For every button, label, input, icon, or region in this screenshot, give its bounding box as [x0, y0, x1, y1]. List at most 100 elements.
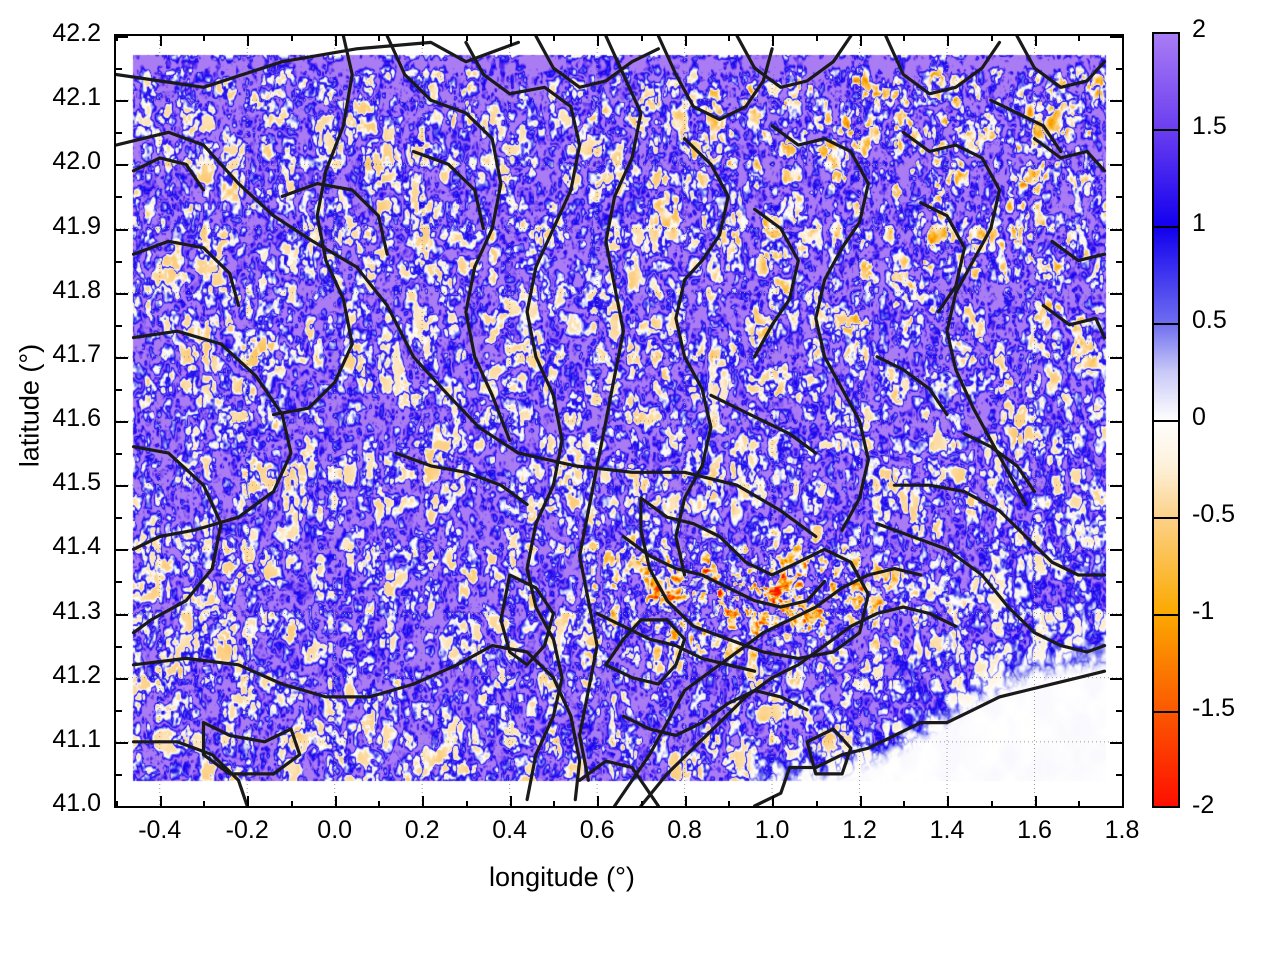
colorbar-segment-divider	[1152, 323, 1180, 325]
y-tick-mark	[115, 164, 128, 167]
x-minor-tick-top	[815, 35, 818, 41]
y-minor-tick	[115, 68, 122, 71]
x-tick-mark-top	[859, 35, 862, 46]
y-minor-tick	[115, 196, 122, 199]
colorbar-tick-label: -0.5	[1192, 500, 1236, 528]
y-tick-mark	[115, 677, 128, 680]
y-tick-mark-right	[1110, 677, 1123, 680]
y-tick-mark	[115, 36, 128, 38]
x-tick-mark	[1122, 796, 1124, 807]
x-tick-label: 0.4	[492, 816, 528, 844]
y-minor-tick-right	[1116, 196, 1123, 199]
colorbar-segment-divider	[1152, 226, 1180, 228]
y-tick-mark-right	[1110, 292, 1123, 295]
x-minor-tick	[990, 801, 993, 807]
x-tick-label: 1.8	[1104, 816, 1140, 844]
y-minor-tick	[115, 260, 122, 263]
y-tick-label: 41.6	[52, 404, 101, 432]
y-tick-label: 41.8	[52, 275, 101, 304]
y-tick-label: 42.1	[52, 83, 101, 112]
x-minor-tick	[290, 801, 293, 807]
x-tick-mark	[947, 796, 950, 807]
x-minor-tick	[728, 801, 731, 807]
x-tick-mark-top	[247, 35, 250, 46]
y-tick-label: 41.1	[52, 724, 101, 753]
y-tick-mark	[115, 292, 128, 295]
x-minor-tick-top	[903, 35, 906, 41]
y-minor-tick-right	[1116, 645, 1123, 648]
x-minor-tick	[903, 801, 906, 807]
x-tick-mark	[159, 796, 162, 807]
y-axis-title: latitude (°)	[14, 343, 45, 468]
y-tick-mark	[115, 613, 128, 616]
y-tick-label: 41.3	[52, 596, 101, 625]
x-tick-mark	[859, 796, 862, 807]
x-tick-mark	[772, 796, 775, 807]
colorbar-segment-divider	[1152, 129, 1180, 131]
x-tick-label: 0.0	[317, 816, 353, 844]
y-minor-tick	[115, 453, 122, 456]
x-minor-tick	[116, 801, 118, 807]
x-tick-mark-top	[947, 35, 950, 46]
x-minor-tick-top	[378, 35, 381, 41]
colorbar-segment-divider	[1152, 614, 1180, 616]
x-tick-label: 1.6	[1017, 816, 1052, 844]
y-minor-tick	[115, 709, 122, 712]
x-minor-tick-top	[640, 35, 643, 41]
y-tick-mark-right	[1110, 741, 1123, 744]
y-tick-mark	[115, 356, 128, 359]
y-minor-tick	[115, 581, 122, 584]
y-tick-label: 42.2	[52, 19, 101, 47]
y-minor-tick-right	[1116, 324, 1123, 327]
y-minor-tick-right	[1116, 68, 1123, 71]
x-tick-mark	[334, 796, 337, 807]
x-tick-mark	[597, 796, 600, 807]
x-tick-label: -0.4	[138, 816, 182, 844]
y-tick-mark	[115, 485, 128, 488]
x-tick-mark	[684, 796, 687, 807]
y-minor-tick	[115, 388, 122, 391]
y-tick-label: 41.4	[52, 532, 101, 561]
x-tick-label: -0.2	[225, 816, 269, 844]
y-minor-tick-right	[1116, 453, 1123, 456]
y-tick-mark-right	[1110, 613, 1123, 616]
y-minor-tick-right	[1116, 388, 1123, 391]
colorbar-segment-divider	[1152, 420, 1180, 422]
y-tick-mark-right	[1110, 485, 1123, 488]
y-tick-mark-right	[1110, 356, 1123, 359]
x-tick-mark-top	[597, 35, 600, 46]
y-tick-label: 42.0	[52, 147, 101, 176]
y-tick-label: 41.2	[52, 660, 101, 689]
x-minor-tick	[378, 801, 381, 807]
y-minor-tick-right	[1116, 581, 1123, 584]
x-minor-tick-top	[1078, 35, 1081, 41]
y-tick-mark	[115, 806, 128, 808]
colorbar-segment-divider	[1152, 711, 1180, 713]
y-tick-label: 41.7	[52, 339, 101, 368]
y-tick-mark	[115, 549, 128, 552]
y-tick-label: 41.0	[52, 789, 101, 817]
x-tick-label: 1.2	[842, 816, 877, 844]
x-minor-tick	[640, 801, 643, 807]
x-tick-mark-top	[509, 35, 512, 46]
colorbar-tick-label: -1	[1192, 597, 1215, 625]
x-tick-mark-top	[772, 35, 775, 46]
y-minor-tick-right	[1116, 517, 1123, 520]
x-minor-tick	[465, 801, 468, 807]
x-minor-tick-top	[990, 35, 993, 41]
y-minor-tick	[115, 132, 122, 135]
y-minor-tick-right	[1116, 773, 1123, 776]
y-tick-mark-right	[1110, 228, 1123, 231]
x-axis-title: longitude (°)	[489, 862, 635, 892]
x-tick-mark-top	[1034, 35, 1037, 46]
y-tick-mark-right	[1110, 100, 1123, 103]
x-minor-tick	[1078, 801, 1081, 807]
y-tick-mark-right	[1110, 36, 1123, 38]
y-tick-mark-right	[1110, 549, 1123, 552]
x-tick-mark-top	[684, 35, 687, 46]
colorbar-tick-label: -2	[1192, 791, 1215, 819]
colorbar-tick-label: 0	[1192, 403, 1206, 431]
x-tick-label: 0.2	[404, 816, 440, 844]
colorbar-tick-label: 1.5	[1192, 112, 1227, 140]
x-minor-tick	[203, 801, 206, 807]
